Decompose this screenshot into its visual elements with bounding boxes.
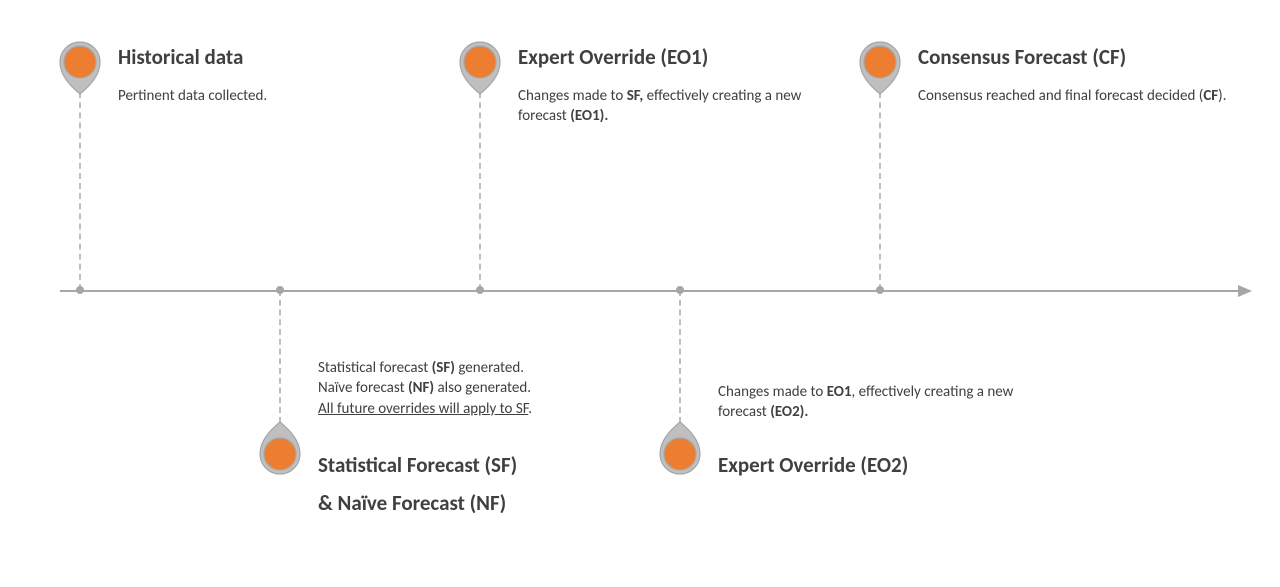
desc-eo2: Changes made to EO1, effectively creatin…	[718, 382, 1048, 423]
title2-sf: & Naïve Forecast (NF)	[318, 490, 506, 516]
timeline-diagram: Historical data Pertinent data collected.…	[0, 0, 1280, 587]
title-eo2: Expert Override (EO2)	[718, 452, 908, 478]
pin-sf	[258, 432, 302, 476]
title-sf: Statistical Forecast (SF)	[318, 452, 517, 478]
tick-eo2	[676, 286, 684, 294]
timeline-axis	[60, 290, 1250, 292]
title-cf: Consensus Forecast (CF)	[918, 44, 1126, 70]
connector-cf	[879, 72, 881, 290]
desc-sf: Statistical forecast (SF) generated.Naïv…	[318, 358, 638, 419]
pin-eo1	[458, 40, 502, 84]
title-eo1: Expert Override (EO1)	[518, 44, 708, 70]
desc-hist: Pertinent data collected.	[118, 86, 378, 106]
connector-hist	[79, 72, 81, 290]
title-hist: Historical data	[118, 44, 243, 70]
pin-hist	[58, 40, 102, 84]
desc-cf: Consensus reached and final forecast dec…	[918, 86, 1238, 106]
pin-cf	[858, 40, 902, 84]
connector-eo1	[479, 72, 481, 290]
pin-eo2	[658, 432, 702, 476]
tick-eo1	[476, 286, 484, 294]
tick-hist	[76, 286, 84, 294]
desc-eo1: Changes made to SF, effectively creating…	[518, 86, 838, 127]
tick-cf	[876, 286, 884, 294]
tick-sf	[276, 286, 284, 294]
